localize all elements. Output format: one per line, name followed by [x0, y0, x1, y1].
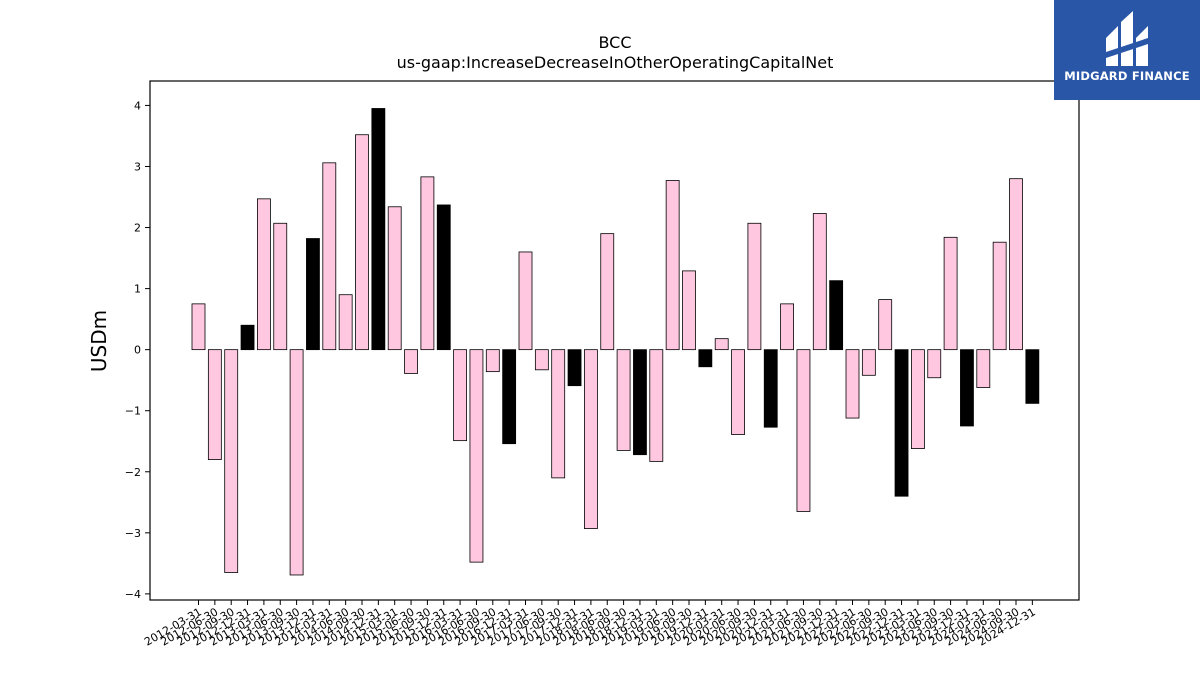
y-tick-label: −3 — [125, 527, 141, 540]
logo: MIDGARD FINANCE — [1054, 0, 1200, 100]
y-axis-label: USDm — [87, 310, 111, 372]
bar-2022-03-31 — [845, 349, 860, 419]
bar-2021-06-30 — [796, 349, 811, 512]
y-tick-label: 0 — [134, 344, 141, 357]
bar-2019-06-30 — [665, 180, 680, 351]
bar-2021-12-31 — [829, 280, 844, 351]
bar-2020-12-31 — [763, 349, 778, 428]
bar-2019-03-31 — [649, 349, 664, 462]
y-tick-label: 4 — [134, 99, 141, 112]
bar-2013-09-30 — [289, 349, 304, 576]
bar-2014-09-30 — [355, 134, 369, 351]
bar-2016-03-31 — [453, 349, 468, 442]
bar-2012-09-30 — [224, 349, 239, 573]
bar-2013-06-30 — [273, 222, 288, 351]
bar-2022-06-30 — [861, 349, 876, 376]
bar-2013-03-31 — [256, 198, 271, 351]
y-tick-label: −4 — [125, 588, 141, 601]
bar-2024-06-30 — [992, 241, 1007, 351]
bars-group — [191, 108, 1040, 576]
y-axis: −4 −3 −2 −1 0 1 2 3 4 — [125, 99, 150, 601]
bar-2019-09-30 — [682, 270, 696, 351]
bar-2022-09-30 — [878, 299, 893, 351]
bar-2015-12-31 — [436, 204, 451, 351]
bar-2017-06-30 — [534, 349, 549, 371]
bar-2022-12-31 — [894, 349, 909, 497]
bar-2023-09-30 — [943, 236, 958, 351]
bar-2017-12-31 — [567, 349, 582, 387]
bar-2019-12-31 — [698, 349, 713, 368]
bar-2018-06-30 — [600, 233, 615, 351]
bar-2018-03-31 — [584, 349, 598, 529]
bar-2023-06-30 — [927, 349, 942, 379]
bar-2024-09-30 — [1009, 178, 1023, 351]
bar-2015-03-31 — [387, 206, 402, 351]
y-tick-label: 1 — [134, 283, 141, 296]
bar-2014-06-30 — [338, 294, 353, 351]
logo-name: MIDGARD FINANCE — [1064, 69, 1190, 83]
x-axis: 2012-03-312012-06-302012-09-302012-12-31… — [142, 600, 1038, 649]
bar-2024-03-31 — [976, 349, 991, 388]
bar-2021-03-31 — [780, 303, 794, 351]
bar-2012-12-31 — [240, 324, 255, 351]
bar-2023-03-31 — [911, 349, 925, 449]
bar-2018-09-30 — [616, 349, 631, 451]
chart-subtitle: us-gaap:IncreaseDecreaseInOtherOperating… — [397, 53, 834, 72]
bar-2012-03-31 — [191, 303, 206, 351]
bar-2020-06-30 — [731, 349, 745, 435]
bar-2013-12-31 — [306, 238, 320, 351]
bar-2023-12-31 — [960, 349, 974, 427]
bar-2024-12-31 — [1025, 349, 1040, 404]
bar-2018-12-31 — [633, 349, 647, 456]
bar-2014-03-31 — [322, 162, 337, 351]
bar-2020-03-31 — [714, 338, 729, 351]
plot-frame — [149, 80, 1080, 601]
y-tick-label: 2 — [134, 222, 141, 235]
bar-2020-09-30 — [747, 222, 762, 351]
bar-2016-09-30 — [485, 349, 500, 373]
bar-2012-06-30 — [207, 349, 222, 460]
bar-2016-06-30 — [469, 349, 484, 563]
chart-title: BCC — [598, 33, 631, 52]
y-tick-label: −1 — [125, 405, 141, 418]
midgard-logo-icon — [1106, 11, 1148, 66]
bar-2015-06-30 — [404, 349, 418, 374]
bar-2017-03-31 — [518, 251, 533, 351]
y-tick-label: −2 — [125, 466, 141, 479]
y-tick-label: 3 — [134, 160, 141, 173]
bar-2014-12-31 — [371, 108, 386, 351]
bar-2021-09-30 — [812, 213, 827, 351]
bar-2015-09-30 — [420, 176, 435, 351]
bar-2017-09-30 — [551, 349, 566, 479]
bar-2016-12-31 — [502, 349, 517, 445]
